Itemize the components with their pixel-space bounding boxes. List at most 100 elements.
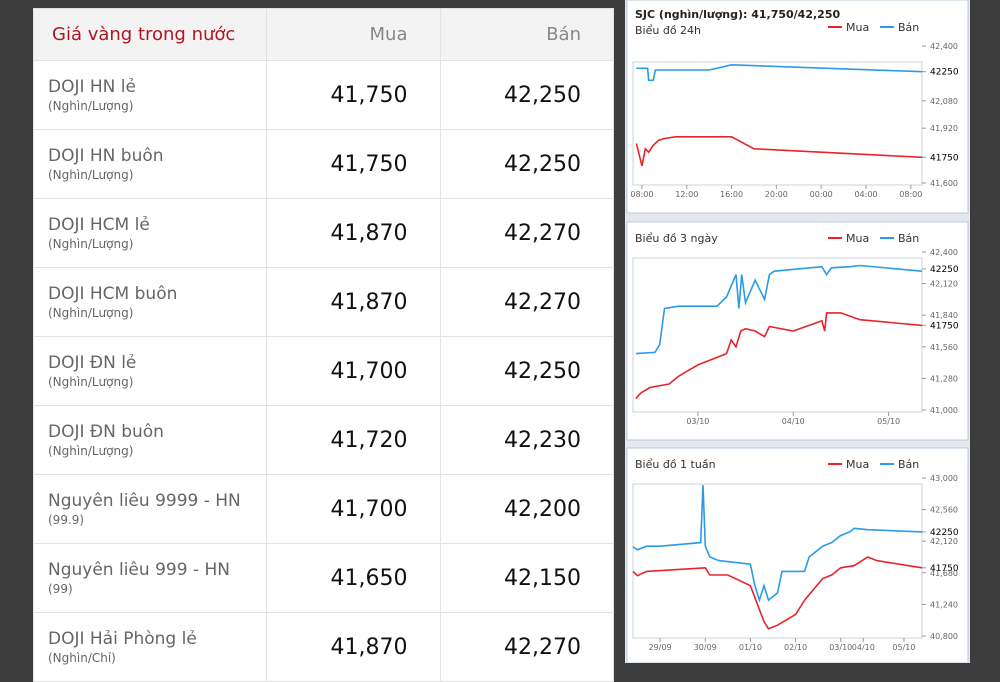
unit: (Nghìn/Lượng): [48, 168, 134, 182]
y-tick-label: 41,920: [930, 124, 958, 133]
unit: (99): [48, 582, 73, 596]
y-tick-label: 42,400: [930, 42, 958, 51]
x-tick-label: 12:00: [675, 190, 698, 199]
y-tick-label: 42250: [930, 68, 959, 78]
y-tick-label: 41,600: [930, 179, 958, 188]
y-tick-label: 43,000: [930, 474, 958, 483]
x-tick-label: 00:00: [810, 190, 833, 199]
buy-price: 41,750: [266, 60, 441, 130]
row: Nguyên liêu 999 - HN (99) 41,650 42,150: [33, 543, 614, 613]
legend-label: Bán: [898, 458, 919, 471]
chart-title: Biểu đồ 1 tuần: [635, 458, 716, 471]
x-tick-label: 02/10: [784, 643, 807, 652]
x-tick-label: 30/09: [694, 643, 717, 652]
row: DOJI HN lẻ (Nghìn/Lượng) 41,750 42,250: [33, 60, 614, 130]
row: DOJI ĐN buôn (Nghìn/Lượng) 41,720 42,230: [33, 405, 614, 475]
header-cell: Bán: [439, 8, 614, 61]
price-table: Giá vàng trong nước Mua Bán DOJI HN lẻ (Nghì…: [33, 8, 614, 682]
line-series: [632, 485, 923, 603]
x-tick-label: 29/09: [649, 643, 672, 652]
unit: (Nghìn/Lượng): [48, 444, 134, 458]
y-tick-label: 41,280: [930, 374, 958, 383]
name: DOJI Hải Phòng lẻ: [48, 629, 197, 649]
chart-subtitle: Biểu đồ 24h: [635, 24, 701, 37]
name: Nguyên liêu 999 - HN: [48, 560, 230, 580]
line-series: [635, 264, 923, 355]
x-tick-label: 03/10: [686, 417, 709, 426]
y-tick-label: 40,800: [930, 632, 958, 641]
chart-box: [626, 0, 969, 214]
x-tick-label: 20:00: [765, 190, 788, 199]
sell-price: 42,270: [439, 198, 614, 268]
name-cell: DOJI HN buôn (Nghìn/Lượng): [33, 129, 267, 199]
name-cell: DOJI ĐN buôn (Nghìn/Lượng): [33, 405, 267, 475]
y-tick-label: 41,840: [930, 311, 958, 320]
name-cell: DOJI Hải Phòng lẻ (Nghìn/Chỉ): [33, 612, 267, 682]
name: Nguyên liêu 9999 - HN: [48, 491, 241, 511]
row: DOJI HCM buôn (Nghìn/Lượng) 41,870 42,270: [33, 267, 614, 337]
buy-price: 41,720: [266, 405, 441, 475]
y-tick-label: 42,080: [930, 97, 958, 106]
unit: (99.9): [48, 513, 85, 527]
legend-label: Mua: [846, 458, 869, 471]
x-tick-label: 05/10: [892, 643, 915, 652]
unit: (Nghìn/Lượng): [48, 375, 134, 389]
name: DOJI HCM buôn: [48, 284, 178, 304]
sell-price: 42,270: [439, 612, 614, 682]
header-row: Giá vàng trong nước Mua Bán: [33, 8, 614, 61]
sell-price: 42,270: [439, 267, 614, 337]
name-cell: DOJI HCM buôn (Nghìn/Lượng): [33, 267, 267, 337]
line-series: [635, 312, 923, 400]
chart-box: [626, 221, 969, 441]
unit: (Nghìn/Lượng): [48, 237, 134, 251]
name-cell: Nguyên liêu 9999 - HN (99.9): [33, 474, 267, 544]
chart-panel: SJC (nghìn/lượng): 41,750/42,250 Biểu đồ …: [625, 0, 970, 664]
y-tick-label: 42,120: [930, 537, 958, 546]
line-series: [635, 136, 923, 167]
legend-label: Bán: [898, 232, 919, 245]
name: DOJI HN buôn: [48, 146, 164, 166]
unit: (Nghìn/Chỉ): [48, 651, 116, 665]
page: Giá vàng trong nước Mua Bán DOJI HN lẻ (Nghì…: [33, 0, 970, 682]
name: DOJI ĐN lẻ: [48, 353, 137, 373]
sell-price: 42,250: [439, 60, 614, 130]
y-tick-label: 42,400: [930, 248, 958, 257]
y-tick-label: 42,560: [930, 506, 958, 515]
row: DOJI Hải Phòng lẻ (Nghìn/Chỉ) 41,870 42,270: [33, 612, 614, 682]
y-tick-label: 41,240: [930, 600, 958, 609]
x-tick-label: 04/10: [852, 643, 875, 652]
x-tick-label: 01/10: [739, 643, 762, 652]
buy-price: 41,650: [266, 543, 441, 613]
chart-title: Biểu đồ 3 ngày: [635, 232, 718, 245]
plot-frame: [632, 61, 923, 186]
y-tick-label: 42,120: [930, 280, 958, 289]
x-tick-label: 16:00: [720, 190, 743, 199]
x-tick-label: 03/10: [829, 643, 852, 652]
sell-price: 42,200: [439, 474, 614, 544]
header-cell: Mua: [266, 8, 441, 61]
sell-price: 42,230: [439, 405, 614, 475]
unit: (Nghìn/Lượng): [48, 99, 134, 113]
line-series: [636, 63, 923, 82]
name: DOJI HCM lẻ: [48, 215, 150, 235]
plot-frame: [632, 483, 923, 639]
chart-box: [626, 447, 969, 664]
legend-label: Mua: [846, 232, 869, 245]
name: DOJI HN lẻ: [48, 77, 136, 97]
name-cell: DOJI HCM lẻ (Nghìn/Lượng): [33, 198, 267, 268]
buy-price: 41,870: [266, 198, 441, 268]
charts: SJC (nghìn/lượng): 41,750/42,250 Biểu đồ …: [626, 0, 969, 664]
legend-label: Bán: [898, 21, 919, 34]
buy-price: 41,870: [266, 612, 441, 682]
y-tick-label: 41750: [930, 153, 959, 163]
x-tick-label: 05/10: [877, 417, 900, 426]
y-tick-label: 41,560: [930, 343, 958, 352]
y-tick-label: 41,000: [930, 406, 958, 415]
name: DOJI ĐN buôn: [48, 422, 164, 442]
name-cell: DOJI ĐN lẻ (Nghìn/Lượng): [33, 336, 267, 406]
name-cell: Nguyên liêu 999 - HN (99): [33, 543, 267, 613]
y-tick-label: 42250: [930, 528, 959, 538]
sell-price: 42,250: [439, 129, 614, 199]
plot-frame: [632, 257, 923, 413]
y-tick-label: 41750: [930, 564, 959, 574]
